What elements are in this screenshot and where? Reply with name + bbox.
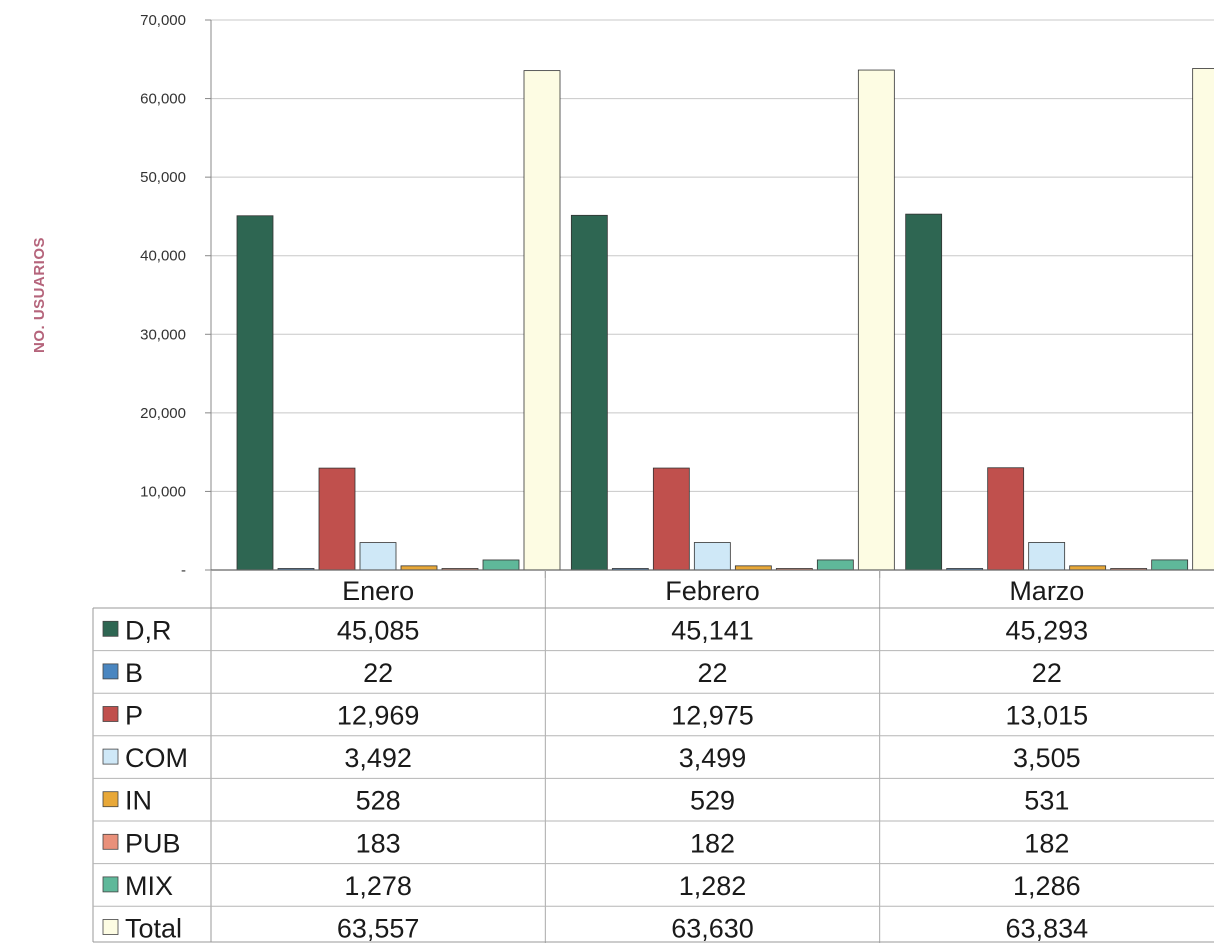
legend-swatch	[102, 663, 119, 680]
table-cell: 182	[690, 828, 735, 858]
bar-p-febrero	[652, 467, 690, 571]
table-cell: 63,630	[671, 914, 754, 943]
table-cell: 529	[690, 786, 735, 816]
table-cell: 45,293	[1006, 615, 1089, 645]
series-name: Total	[125, 914, 182, 943]
bar-mix-enero	[482, 559, 520, 571]
bar-p-marzo	[987, 467, 1025, 571]
table-cell: 45,085	[337, 615, 420, 645]
y-tick-label: 60,000	[140, 91, 186, 108]
table-cell: 531	[1024, 786, 1069, 816]
bar-total-marzo	[1192, 68, 1214, 571]
series-name: COM	[125, 743, 188, 773]
table-cell: 3,505	[1013, 743, 1081, 773]
bars	[236, 68, 1214, 571]
table-cell: 1,278	[344, 871, 412, 901]
legend-swatch	[102, 748, 119, 765]
table-cell: 45,141	[671, 615, 754, 645]
bar-p-enero	[318, 467, 356, 571]
axes	[210, 20, 1214, 578]
table-cell: 1,286	[1013, 871, 1081, 901]
series-name: MIX	[125, 871, 173, 901]
bar-mix-febrero	[816, 559, 854, 571]
y-tick-label: 40,000	[140, 248, 186, 265]
table-cell: 12,975	[671, 701, 754, 731]
bar-com-marzo	[1028, 542, 1066, 571]
table-cell: 1,282	[679, 871, 747, 901]
table-cell: 63,557	[337, 914, 420, 943]
bar-dr-marzo	[905, 213, 943, 571]
y-tick-label: 10,000	[140, 483, 186, 500]
y-tick-label: 70,000	[140, 12, 186, 29]
table-cell: 183	[356, 828, 401, 858]
legend-swatch	[102, 919, 119, 935]
legend-swatch	[102, 833, 119, 850]
table-cell: 22	[1032, 658, 1062, 688]
y-tick-label: 30,000	[140, 326, 186, 343]
table-cell: 22	[697, 658, 727, 688]
category-label: Marzo	[1009, 576, 1084, 606]
bar-com-enero	[359, 542, 397, 571]
table-cell: 13,015	[1006, 701, 1089, 731]
series-name: B	[125, 658, 143, 688]
category-label: Febrero	[665, 576, 760, 606]
series-name: IN	[125, 786, 152, 816]
table-cell: 12,969	[337, 701, 420, 731]
bar-mix-marzo	[1151, 559, 1189, 571]
legend-swatch	[102, 791, 119, 808]
legend-swatch	[102, 620, 119, 637]
bar-in-febrero	[734, 565, 772, 571]
bar-in-enero	[400, 565, 438, 571]
legend-swatch	[102, 876, 119, 893]
bar-in-marzo	[1069, 565, 1107, 571]
table-cell: 63,834	[1006, 914, 1089, 943]
series-name: PUB	[125, 828, 181, 858]
table-cell: 182	[1024, 828, 1069, 858]
table-cell: 528	[356, 786, 401, 816]
data-table: Enero Febrero Marzo D,R 45,085 45,141 45,293 B 2…	[92, 570, 1214, 943]
table-cell: 3,492	[344, 743, 412, 773]
gridlines	[211, 19, 1214, 492]
bar-com-febrero	[693, 542, 731, 571]
legend-swatch	[102, 706, 119, 722]
y-tick-label: 20,000	[140, 405, 186, 422]
y-tick-label: 50,000	[140, 169, 186, 186]
table-cell: 22	[363, 658, 393, 688]
y-axis-label: NO. USUARIOS	[31, 237, 48, 353]
bar-total-enero	[523, 70, 561, 571]
category-label: Enero	[342, 576, 414, 606]
table-cell: 3,499	[679, 743, 747, 773]
series-name: D,R	[125, 615, 172, 645]
bar-dr-enero	[236, 215, 274, 571]
series-name: P	[125, 701, 143, 731]
y-tick-label: -	[181, 562, 186, 579]
y-axis-ticks: - 10,000 20,000 30,000 40,000 50,000 60,000 70,…	[140, 12, 211, 579]
bar-dr-febrero	[570, 214, 608, 571]
bar-total-febrero	[857, 69, 895, 571]
